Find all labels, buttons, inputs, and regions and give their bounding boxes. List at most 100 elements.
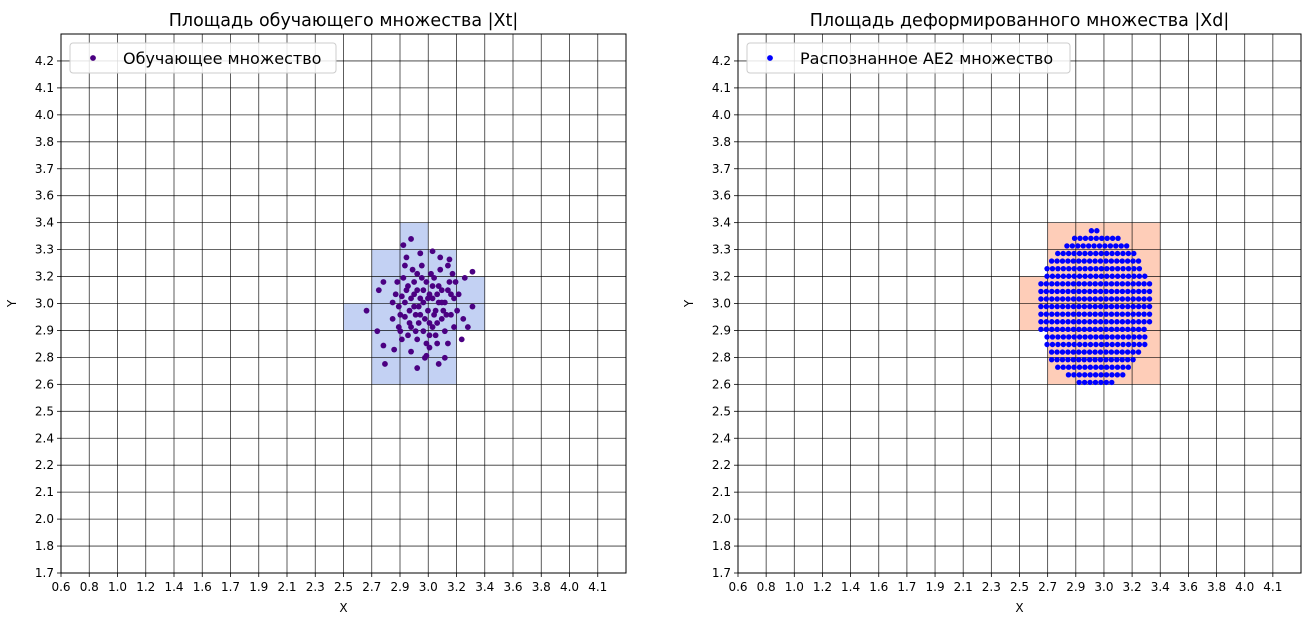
data-point	[389, 299, 396, 306]
data-point	[1082, 341, 1088, 348]
data-point	[1146, 319, 1153, 325]
y-tick-label: 3.0	[712, 297, 731, 311]
data-point	[1120, 341, 1126, 348]
data-point	[1125, 288, 1131, 295]
data-point	[1142, 341, 1148, 348]
y-tick-label: 3.4	[712, 216, 731, 230]
data-point	[1081, 281, 1088, 287]
y-tick-label: 2.6	[712, 377, 731, 391]
data-point	[411, 303, 418, 310]
data-point	[1119, 281, 1126, 287]
data-point	[1048, 356, 1055, 363]
data-point	[1093, 235, 1100, 242]
x-tick-label: 1.0	[785, 580, 804, 594]
x-tick-label: 1.6	[193, 580, 212, 594]
x-tick-label: 2.1	[954, 580, 973, 594]
data-point	[406, 320, 413, 326]
y-tick-label: 2.2	[35, 458, 54, 472]
data-point	[1130, 303, 1136, 310]
data-point	[1109, 364, 1115, 370]
data-point	[434, 291, 441, 298]
x-axis-label: X	[1015, 601, 1023, 615]
data-point	[1049, 326, 1055, 333]
data-point	[1077, 235, 1083, 242]
data-point	[1146, 311, 1153, 317]
data-point	[464, 324, 471, 330]
data-point	[1087, 326, 1093, 333]
data-point	[1070, 356, 1077, 363]
data-point	[1049, 281, 1055, 287]
data-point	[406, 307, 413, 314]
data-point	[1130, 258, 1136, 264]
x-tick-label: 2.9	[390, 580, 409, 594]
data-point	[1049, 273, 1056, 279]
x-tick-label: 1.2	[136, 580, 155, 594]
data-point	[1108, 349, 1115, 355]
data-point	[397, 328, 404, 335]
data-point	[1103, 303, 1109, 310]
data-point	[1086, 258, 1093, 264]
axes-frame	[60, 33, 627, 574]
data-point	[1065, 356, 1071, 363]
data-point	[1059, 319, 1066, 325]
data-point	[380, 279, 387, 285]
x-tick-label: 2.7	[1038, 580, 1057, 594]
data-point	[1114, 281, 1120, 287]
data-point	[1054, 303, 1060, 310]
x-tick-label: 3.8	[1207, 580, 1226, 594]
data-point	[1141, 311, 1147, 317]
x-tick-label: 1.4	[841, 580, 860, 594]
data-point	[1136, 341, 1143, 348]
data-point	[1059, 326, 1066, 333]
data-point	[435, 299, 442, 306]
data-point	[1135, 319, 1142, 325]
data-point	[1071, 334, 1077, 340]
data-point	[1114, 334, 1121, 340]
data-point	[1093, 273, 1099, 279]
data-point	[1081, 303, 1088, 310]
data-point	[1119, 319, 1126, 325]
data-point	[412, 311, 419, 318]
data-point	[1085, 243, 1092, 249]
data-point	[423, 352, 430, 359]
data-point	[1082, 334, 1088, 340]
data-point	[1059, 288, 1066, 295]
data-point	[1097, 326, 1104, 333]
data-point	[1097, 288, 1104, 295]
data-point	[1092, 356, 1098, 363]
data-point	[1098, 273, 1105, 279]
data-point	[1108, 326, 1115, 333]
data-point	[1103, 372, 1110, 378]
data-point	[449, 270, 456, 277]
data-point	[402, 313, 408, 320]
data-point	[1097, 303, 1104, 310]
data-point	[451, 295, 457, 302]
data-point	[1097, 281, 1104, 287]
data-point	[1104, 265, 1110, 272]
data-point	[1114, 372, 1121, 378]
data-point	[1076, 334, 1083, 340]
data-point	[1131, 250, 1137, 257]
y-tick-label: 2.5	[35, 404, 54, 418]
data-point	[429, 248, 436, 255]
data-point	[1109, 379, 1115, 386]
data-point	[1131, 265, 1137, 272]
data-point	[1097, 258, 1104, 264]
data-point	[1059, 311, 1066, 317]
data-point	[1049, 311, 1055, 317]
data-point	[1076, 364, 1083, 370]
data-point	[1120, 265, 1126, 272]
data-point	[374, 328, 381, 335]
data-point	[1071, 364, 1077, 370]
y-tick-label: 3.6	[712, 189, 731, 203]
data-point	[1049, 265, 1056, 272]
data-point	[1065, 250, 1072, 257]
data-point	[440, 307, 447, 314]
data-point	[455, 291, 462, 298]
x-tick-label: 0.6	[51, 580, 70, 594]
data-point	[1087, 379, 1093, 386]
data-point	[395, 303, 402, 310]
data-point	[1103, 250, 1110, 257]
data-point	[460, 315, 467, 322]
data-point	[1114, 288, 1120, 295]
